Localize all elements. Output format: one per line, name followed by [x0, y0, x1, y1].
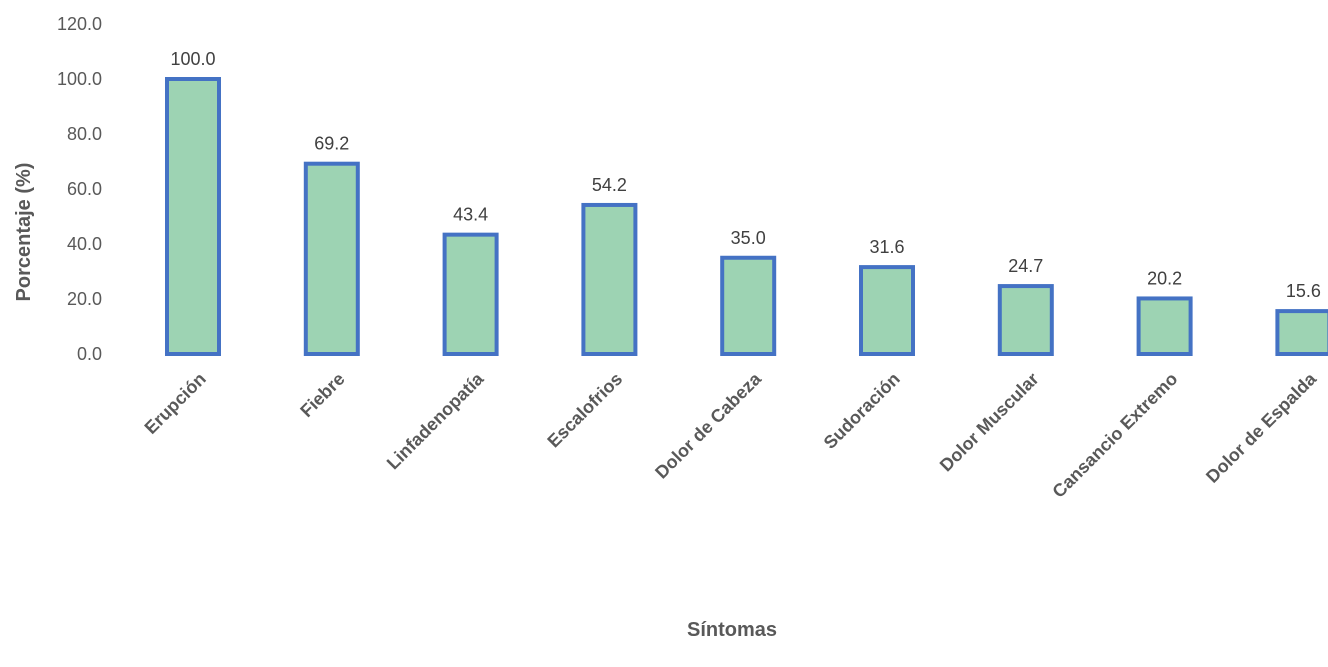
bar	[859, 265, 915, 357]
bar	[303, 161, 360, 356]
x-axis-title: Síntomas	[687, 619, 777, 641]
y-axis-title: Porcentaje (%)	[13, 163, 35, 302]
y-tick-label: 120.0	[57, 14, 102, 34]
data-label: 69.2	[314, 134, 349, 154]
x-tick-label: Cansancio Extremo	[1048, 369, 1181, 502]
y-axis-ticks: 0.0 20.0 40.0 60.0 80.0 100.0 120.0	[57, 14, 102, 364]
data-label: 100.0	[170, 49, 215, 69]
data-label: 54.2	[592, 175, 627, 195]
bar	[720, 255, 777, 356]
bar	[581, 202, 638, 356]
y-tick-label: 20.0	[67, 289, 102, 309]
data-label: 35.0	[731, 228, 766, 248]
bar	[1275, 309, 1328, 357]
bar	[442, 232, 499, 356]
y-tick-label: 60.0	[67, 179, 102, 199]
data-label: 31.6	[869, 237, 904, 257]
x-tick-label: Erupción	[141, 369, 210, 438]
y-tick-label: 100.0	[57, 69, 102, 89]
data-label: 43.4	[453, 205, 488, 225]
x-tick-label: Fiebre	[296, 369, 348, 421]
bars	[165, 77, 1328, 357]
x-tick-label: Dolor Muscular	[936, 369, 1043, 476]
data-label: 20.2	[1147, 268, 1182, 288]
bar	[165, 77, 221, 356]
bar	[1136, 296, 1193, 357]
data-label: 24.7	[1008, 256, 1043, 276]
y-tick-label: 80.0	[67, 124, 102, 144]
x-tick-label: Dolor de Espalda	[1202, 368, 1321, 487]
bar	[997, 284, 1054, 357]
x-tick-label: Linfadenopatía	[383, 368, 488, 473]
y-tick-label: 0.0	[77, 344, 102, 364]
data-label: 15.6	[1286, 281, 1321, 301]
x-axis-labels: Erupción Fiebre Linfadenopatía Escalofrios D…	[141, 368, 1321, 502]
x-tick-label: Escalofrios	[543, 369, 626, 452]
data-labels: 100.0 69.2 43.4 54.2 35.0 31.6 24.7 20.2 15.6	[170, 49, 1320, 301]
x-tick-label: Dolor de Cabeza	[651, 368, 766, 483]
x-tick-label: Sudoración	[820, 369, 904, 453]
y-tick-label: 40.0	[67, 234, 102, 254]
